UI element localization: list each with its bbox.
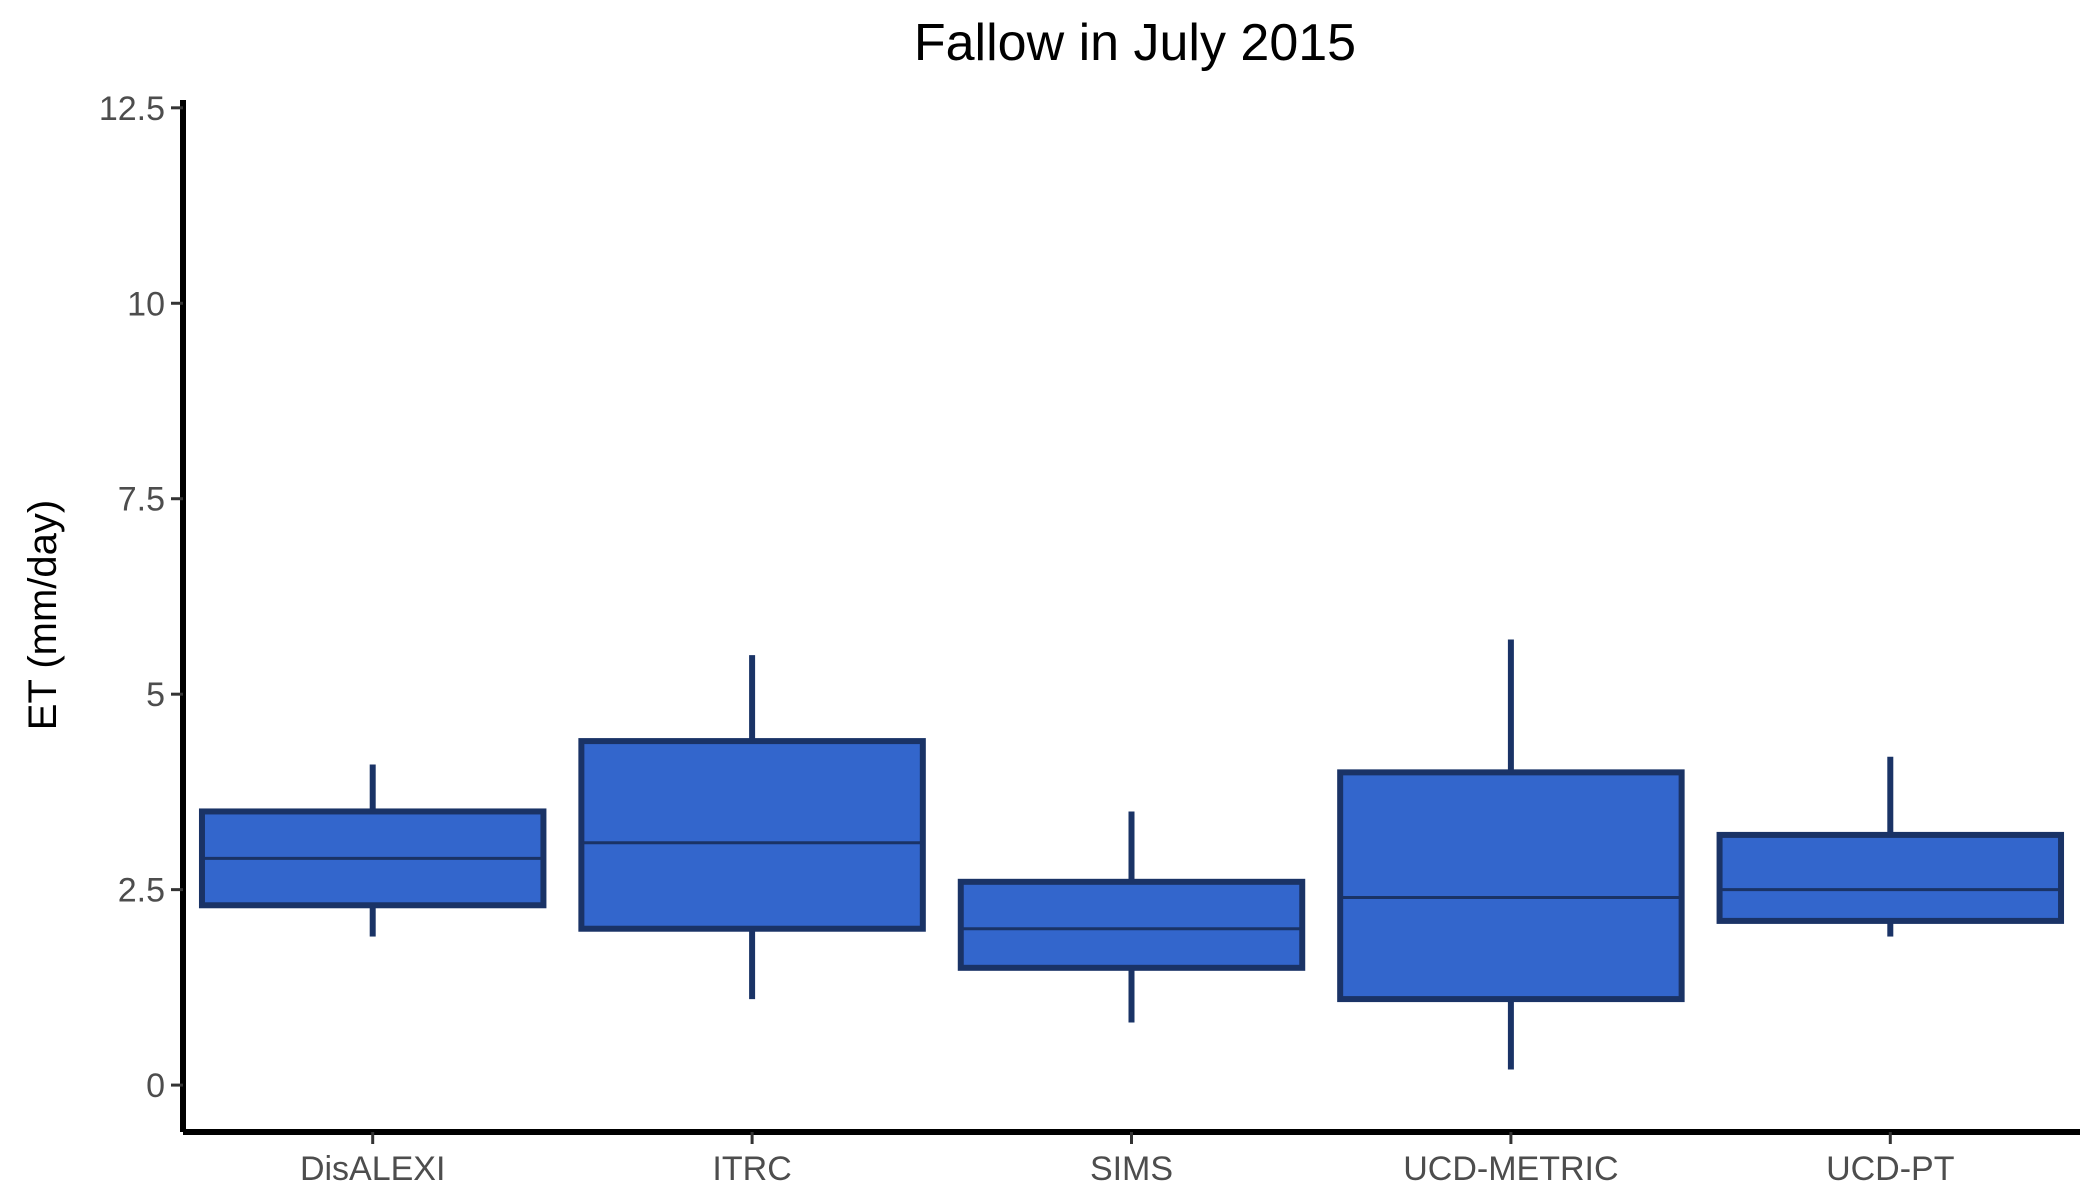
chart-title: Fallow in July 2015 [914, 14, 1356, 72]
x-tick-label: SIMS [1090, 1150, 1173, 1188]
x-tick-label: ITRC [712, 1150, 791, 1188]
box-ucd-metric [1337, 769, 1685, 1003]
y-tick-label: 10 [127, 285, 165, 323]
box-itrc [578, 738, 926, 932]
box-ucd-pt [1716, 831, 2065, 924]
x-tick-label: UCD-PT [1826, 1150, 1954, 1188]
y-axis-title: ET (mm/day) [21, 500, 65, 730]
x-tick-label: UCD-METRIC [1403, 1150, 1618, 1188]
box-sims [957, 878, 1306, 971]
y-tick-label: 12.5 [99, 90, 165, 128]
plot-area: 0 2.5 5 7.5 10 12.5 DisALEXI ITRC SIMS UCD-METRIC… [99, 90, 2080, 1188]
x-tick-label: DisALEXI [300, 1150, 446, 1188]
y-tick-label: 0 [146, 1067, 165, 1105]
y-tick-label: 5 [146, 676, 165, 714]
y-tick-label: 2.5 [118, 872, 165, 910]
y-tick-label: 7.5 [118, 481, 165, 519]
